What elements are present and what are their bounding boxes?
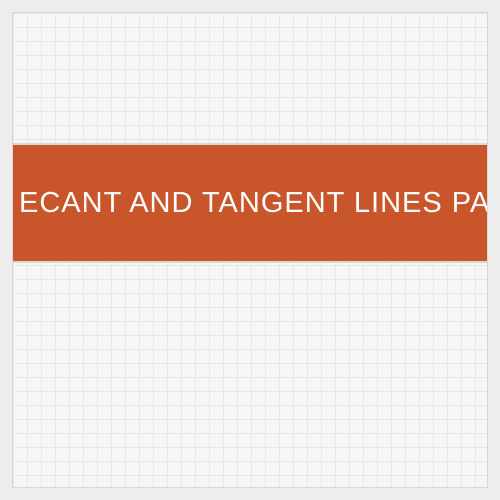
slide-title: ECANT AND TANGENT LINES PART [19, 187, 487, 220]
slide-container: ECANT AND TANGENT LINES PART [12, 12, 488, 488]
title-banner: ECANT AND TANGENT LINES PART [13, 143, 487, 263]
